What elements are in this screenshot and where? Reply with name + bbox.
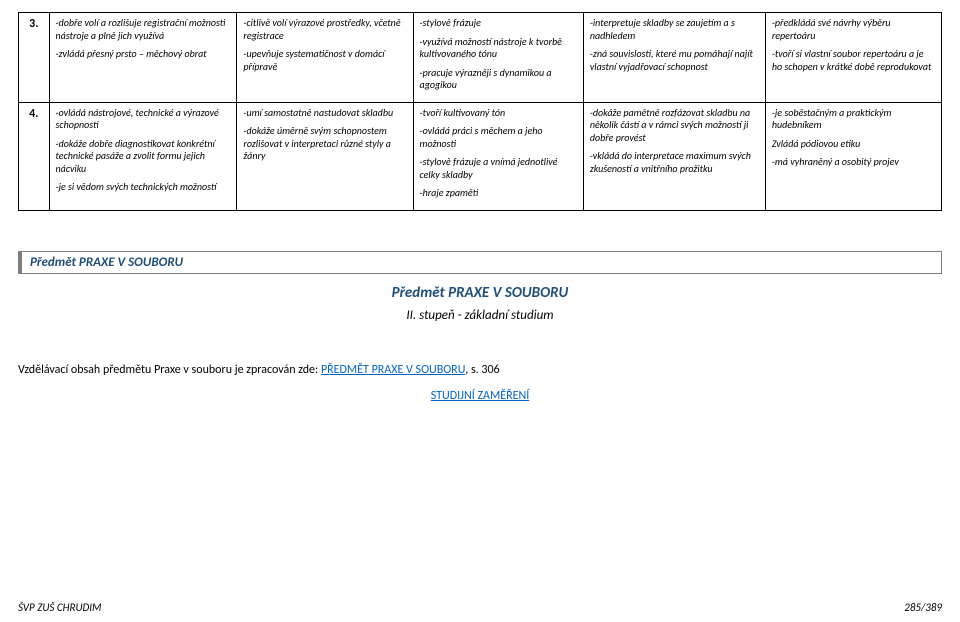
cell-paragraph: -předkládá své návrhy výběru repertoáru <box>772 17 935 42</box>
table-cell: -citlivě volí výrazové prostředky, včetn… <box>237 13 413 103</box>
table-cell: -interpretuje skladby se zaujetím a s na… <box>583 13 765 103</box>
cell-paragraph: Zvládá pódiovou etiku <box>772 138 935 151</box>
row-number: 4. <box>19 102 50 210</box>
page-footer: ŠVP ZUŠ CHRUDIM 285/389 <box>18 601 942 614</box>
cell-paragraph: -dobře volí a rozlišuje registrační možn… <box>56 17 231 42</box>
cell-paragraph: -stylově frázuje a vnímá jednotlivé celk… <box>420 156 577 181</box>
cell-paragraph: -tvoří si vlastní soubor repertoáru a je… <box>772 48 935 73</box>
row-number: 3. <box>19 13 50 103</box>
content-paragraph: Vzdělávací obsah předmětu Praxe v soubor… <box>18 363 942 377</box>
cell-paragraph: -je si vědom svých technických možností <box>56 181 231 194</box>
subject-link[interactable]: PŘEDMĚT PRAXE V SOUBORU <box>321 363 465 377</box>
cell-paragraph: -pracuje výrazněji s dynamikou a agogiko… <box>420 67 577 92</box>
cell-paragraph: -ovládá práci s měchem a jeho možnosti <box>420 125 577 150</box>
cell-paragraph: -umí samostatně nastudovat skladbu <box>243 107 406 120</box>
table-cell: -předkládá své návrhy výběru repertoáru -… <box>765 13 941 103</box>
footer-left: ŠVP ZUŠ CHRUDIM <box>18 601 101 614</box>
table-cell: -je soběstačným a praktickým hudebníkem Z… <box>765 102 941 210</box>
section-subtitle: II. stupeň - základní studium <box>18 308 942 323</box>
cell-paragraph: -zná souvislosti, které mu pomáhají nají… <box>590 48 759 73</box>
cell-paragraph: -citlivě volí výrazové prostředky, včetn… <box>243 17 406 42</box>
table-cell: -ovládá nástrojové, technické a výrazové… <box>49 102 237 210</box>
paragraph-prefix: Vzdělávací obsah předmětu Praxe v soubor… <box>18 363 321 377</box>
cell-paragraph: -ovládá nástrojové, technické a výrazové… <box>56 107 231 132</box>
cell-paragraph: -tvoří kultivovaný tón <box>420 107 577 120</box>
table-cell: -dobře volí a rozlišuje registrační možn… <box>49 13 237 103</box>
footer-right: 285/389 <box>904 601 942 614</box>
cell-paragraph: -je soběstačným a praktickým hudebníkem <box>772 107 935 132</box>
table-row: 4.-ovládá nástrojové, technické a výrazo… <box>19 102 942 210</box>
cell-paragraph: -vkládá do interpretace maximum svých zk… <box>590 150 759 175</box>
cell-paragraph: -dokáže dobře diagnostikovat konkrétní t… <box>56 138 231 176</box>
section-title: Předmět PRAXE V SOUBORU <box>18 284 942 302</box>
cell-paragraph: -využívá možností nástroje k tvorbě kult… <box>420 36 577 61</box>
study-focus-link[interactable]: STUDIJNÍ ZAMĚŘENÍ <box>18 389 942 403</box>
cell-paragraph: -dokáže úměrně svým schopnostem rozlišov… <box>243 125 406 163</box>
cell-paragraph: -stylově frázuje <box>420 17 577 30</box>
curriculum-table: 3.-dobře volí a rozlišuje registrační mo… <box>18 12 942 211</box>
cell-paragraph: -dokáže pamětně rozfázovat skladbu na ně… <box>590 107 759 145</box>
table-row: 3.-dobře volí a rozlišuje registrační mo… <box>19 13 942 103</box>
cell-paragraph: -má vyhraněný a osobitý projev <box>772 156 935 169</box>
table-cell: -umí samostatně nastudovat skladbu -dokáž… <box>237 102 413 210</box>
table-cell: -stylově frázuje -využívá možností nástro… <box>413 13 583 103</box>
cell-paragraph: -hraje zpaměti <box>420 187 577 200</box>
paragraph-suffix: , s. 306 <box>465 363 499 377</box>
cell-paragraph: -upevňuje systematičnost v domácí přípra… <box>243 48 406 73</box>
page: 3.-dobře volí a rozlišuje registrační mo… <box>0 0 960 411</box>
table-cell: -dokáže pamětně rozfázovat skladbu na ně… <box>583 102 765 210</box>
cell-paragraph: -zvládá přesný prsto – měchový obrat <box>56 48 231 61</box>
cell-paragraph: -interpretuje skladby se zaujetím a s na… <box>590 17 759 42</box>
section-bar: Předmět PRAXE V SOUBORU <box>18 251 942 274</box>
table-cell: -tvoří kultivovaný tón -ovládá práci s mě… <box>413 102 583 210</box>
